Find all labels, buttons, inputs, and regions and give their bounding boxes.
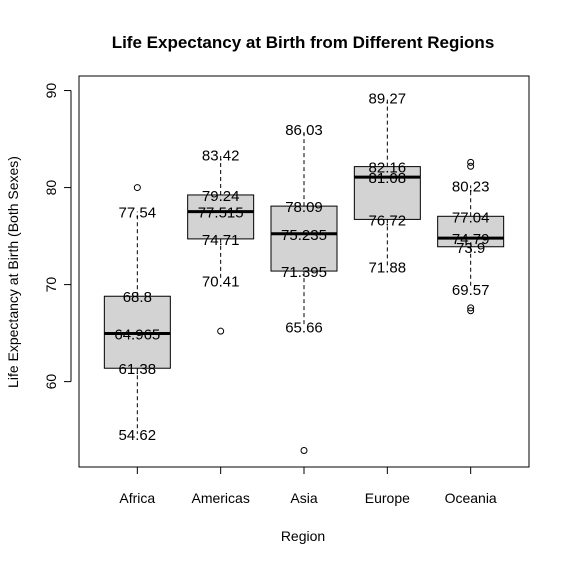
iqr-box [187,194,255,240]
outlier-point [133,184,141,192]
stat-label: 68.8 [123,289,152,306]
iqr-box [270,205,338,272]
y-tick-label: 60 [43,374,59,390]
stat-label: 86.03 [285,122,323,139]
y-axis: 60 70 80 90 [43,83,72,390]
stat-label: 82.16 [369,160,407,177]
stat-label: 76.72 [369,212,407,229]
stat-label: 80.23 [452,178,490,195]
x-tick-label: Asia [290,490,317,506]
stat-label: 65.66 [285,320,323,337]
box-group-asia: 86.03 78.09 75.235 71.395 65.66 [270,122,338,455]
x-tick-label: Oceania [445,490,497,506]
stat-label: 64.965 [114,326,160,343]
stat-label: 79.24 [202,188,240,205]
y-axis-label: Life Expectancy at Birth (Both Sexes) [5,156,21,388]
outlier-point [467,158,475,166]
stat-label: 81.08 [369,170,407,187]
x-tick-label: Europe [365,490,410,506]
stat-label: 83.42 [202,147,240,164]
chart-title: Life Expectancy at Birth from Different … [112,33,495,52]
box-series: 77.54 68.8 64.965 61.38 54.62 83.42 79.2477.51… [103,91,505,455]
iqr-box [437,215,505,248]
stat-label: 69.57 [452,282,490,299]
outlier-point [300,447,308,455]
stat-label: 71.88 [369,259,407,276]
stat-label: 61.38 [119,361,157,378]
x-tick-label: Americas [191,490,249,506]
stat-label: 71.395 [281,264,327,281]
x-axis: Africa Americas Asia Europe Oceania [119,466,497,506]
outlier-point [217,327,225,335]
stat-label: 75.235 [281,227,327,244]
stat-label: 54.62 [119,427,157,444]
stat-label: 74.79 [452,231,490,248]
outlier-point [467,162,475,170]
y-tick-label: 90 [43,83,59,99]
stat-label: 70.41 [202,274,240,291]
outlier-point [467,304,475,312]
stat-label: 89.27 [369,91,407,108]
stat-label: 77.515 [198,205,244,222]
stat-label: 74.71 [202,232,240,249]
outlier-point [467,307,475,315]
x-tick-label: Africa [119,490,155,506]
stat-label: 77.54 [119,204,157,221]
iqr-box [353,166,421,220]
box-group-africa: 77.54 68.8 64.965 61.38 54.62 [103,184,171,444]
y-tick-label: 70 [43,277,59,293]
y-tick-label: 80 [43,180,59,196]
stat-label: 77.04 [452,209,490,226]
x-axis-label: Region [281,528,325,544]
stat-label: 78.09 [285,199,323,216]
stat-label: 73.9 [456,240,485,257]
